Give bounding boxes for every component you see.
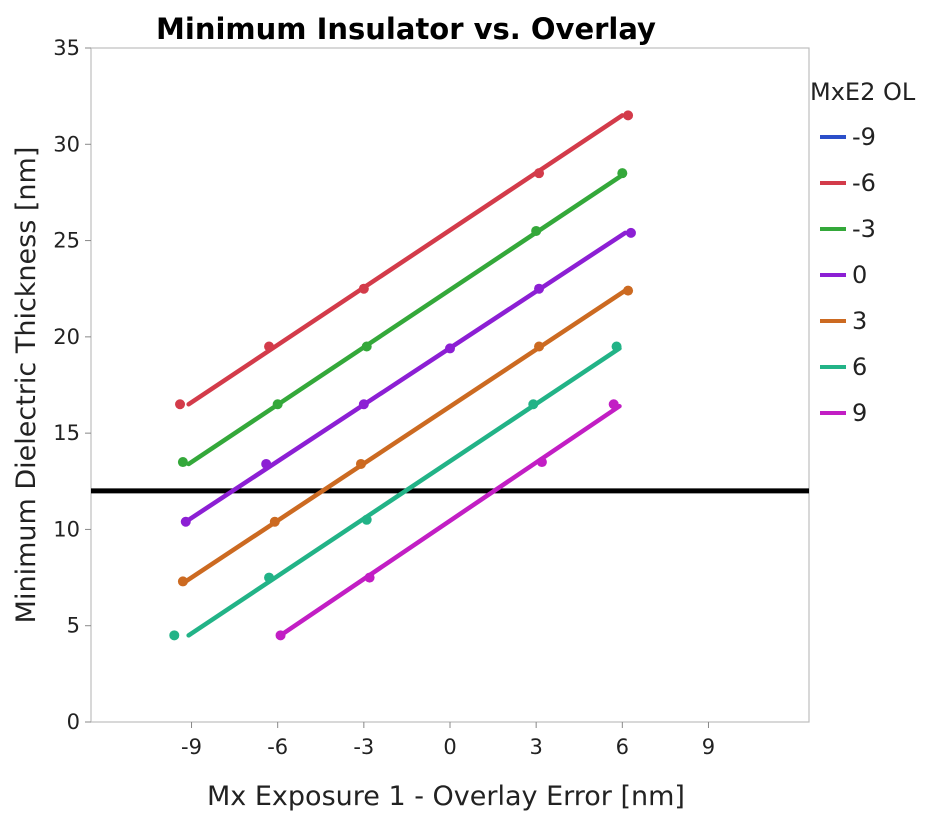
data-point [169,630,180,641]
x-tick-label: 6 [616,735,629,759]
data-point [617,168,628,179]
x-tick-label: -3 [353,735,374,759]
y-tick-label: 10 [53,517,80,541]
data-point [358,283,369,294]
data-point [625,227,636,238]
data-point [269,516,280,527]
series-line [186,172,625,467]
axis-ticks: 0 5 10 15 20 25 30 35 -9 -6 -3 0 3 6 9 [53,36,715,759]
series-line [183,288,628,584]
data-point [445,343,455,354]
y-tick-label: 30 [53,132,80,156]
data-point [531,225,542,236]
data-point [534,168,545,179]
series--6 [175,110,634,410]
y-tick-label: 0 [67,710,80,734]
legend-label: 3 [852,307,867,335]
data-point [180,516,191,527]
legend: -9 -6 -3 0 3 6 9 [820,123,876,427]
data-point [175,399,186,410]
x-tick-label: 9 [702,735,715,759]
data-point [177,576,188,587]
data-point [177,457,188,468]
legend-label: 6 [852,353,867,381]
y-tick-label: 35 [53,36,80,60]
series-9 [275,399,622,641]
data-point [272,399,283,410]
series-line [186,346,622,638]
data-point [623,285,634,296]
legend-title: MxE2 OL [810,78,916,106]
legend-label: -6 [852,169,876,197]
series--3 [177,168,628,468]
legend-label: -9 [852,123,876,151]
data-point [608,399,619,410]
data-point [264,572,275,583]
data-point [358,399,369,410]
y-axis-label: Minimum Dielectric Thickness [nm] [11,147,42,624]
data-point [364,572,375,583]
series-layer [169,110,636,641]
series-line [186,113,625,407]
y-tick-label: 5 [67,614,80,638]
data-point [261,458,272,469]
series-0 [180,227,636,527]
y-tick-label: 20 [53,325,80,349]
data-point [361,514,372,525]
data-point [611,341,622,352]
series-line [278,403,622,638]
y-tick-label: 15 [53,421,80,445]
legend-label: -3 [852,215,876,243]
series-6 [169,341,622,641]
plot-frame [90,47,810,723]
data-point [534,283,545,294]
y-tick-label: 25 [53,229,80,253]
data-point [623,110,634,121]
x-axis-label: Mx Exposure 1 - Overlay Error [nm] [207,781,685,812]
series-3 [177,285,634,587]
data-point [534,341,545,352]
legend-label: 9 [852,399,867,427]
x-tick-label: 3 [529,735,542,759]
x-tick-label: -6 [267,735,288,759]
data-point [536,457,547,468]
series-line [183,230,628,524]
chart-title: Minimum Insulator vs. Overlay [156,12,656,46]
data-point [528,399,539,410]
legend-label: 0 [852,261,867,289]
data-point [361,341,372,352]
data-point [355,458,366,469]
x-tick-label: 0 [443,735,456,759]
data-point [264,341,275,352]
x-tick-label: -9 [181,735,202,759]
data-point [275,630,286,641]
